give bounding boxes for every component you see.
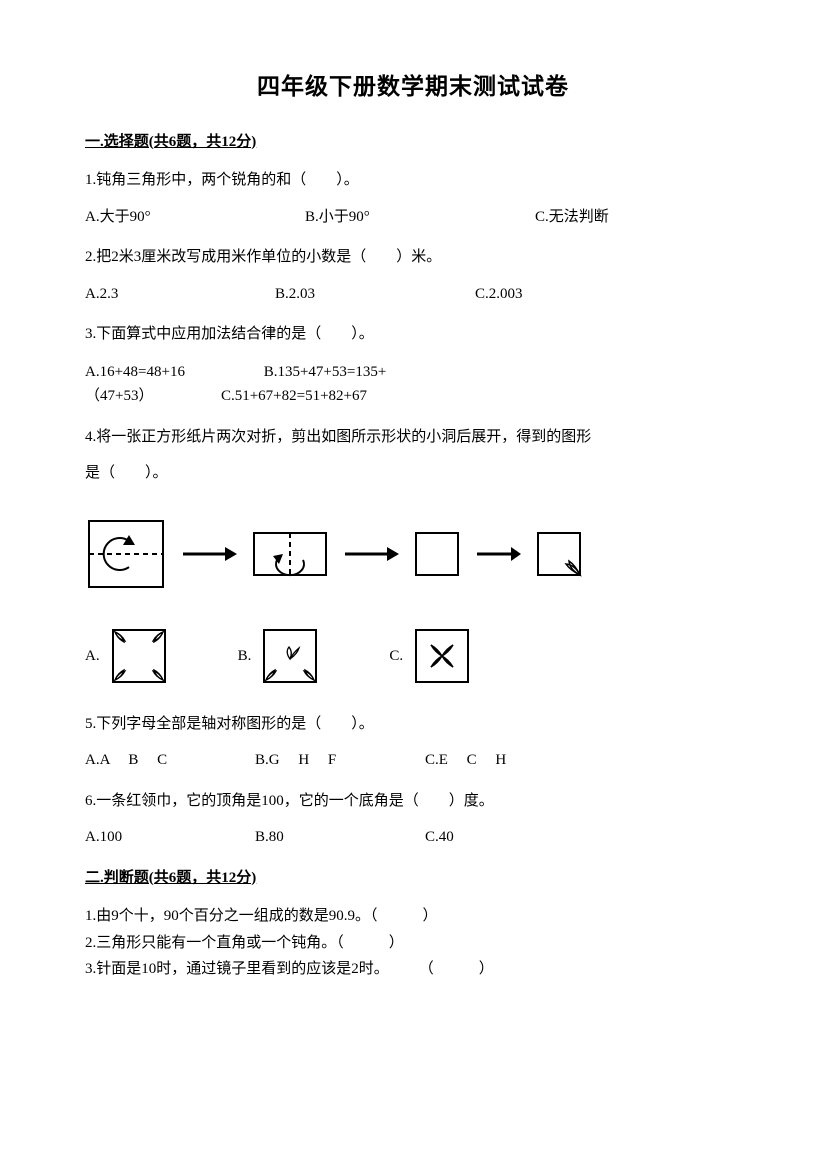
q4-opt-b-icon [261,627,319,685]
section-1-header: 一.选择题(共6题，共12分) [85,131,741,154]
question-6: 6.一条红领巾，它的顶角是100，它的一个底角是（ ）度。 A.100 B.80… [85,790,741,849]
question-3: 3.下面算式中应用加法结合律的是（ ）。 A.16+48=48+16 B.135… [85,323,741,408]
q2-text: 2.把2米3厘米改写成用米作单位的小数是（ ）米。 [85,246,741,269]
q3-options: A.16+48=48+16 B.135+47+53=135+ （47+53） C… [85,360,741,408]
q1-opt-a: A.大于90° [85,206,305,229]
q4-opt-c-icon [413,627,471,685]
q1-text: 1.钝角三角形中，两个锐角的和（ ）。 [85,169,741,192]
fold-step-3-icon [413,530,461,578]
q6-opt-b: B.80 [255,826,425,849]
tf-2: 2.三角形只能有一个直角或一个钝角。（ ） [85,932,741,955]
q4-opt-a: A. [85,627,168,685]
q4-options: A. B. [85,627,741,685]
q1-opt-c: C.无法判断 [535,206,685,229]
q4-text1: 4.将一张正方形纸片两次对折，剪出如图所示形状的小洞后展开，得到的图形 [85,426,741,449]
q4-folding-diagram [85,517,741,591]
q4-opt-c: C. [389,627,471,685]
q1-options: A.大于90° B.小于90° C.无法判断 [85,206,741,229]
q6-text: 6.一条红领巾，它的顶角是100，它的一个底角是（ ）度。 [85,790,741,813]
fold-step-4-icon [535,530,583,578]
q3-text: 3.下面算式中应用加法结合律的是（ ）。 [85,323,741,346]
q2-options: A.2.3 B.2.03 C.2.003 [85,283,741,306]
question-2: 2.把2米3厘米改写成用米作单位的小数是（ ）米。 A.2.3 B.2.03 C… [85,246,741,305]
q4-opt-b-label: B. [238,627,252,668]
q4-opt-a-icon [110,627,168,685]
q4-opt-a-label: A. [85,627,100,668]
q1-opt-b: B.小于90° [305,206,535,229]
arrow-icon [343,544,399,564]
fold-step-2-icon [251,530,329,578]
q2-opt-c: C.2.003 [475,283,625,306]
q5-opt-a: A.A B C [85,749,255,772]
q3-line1: A.16+48=48+16 B.135+47+53=135+ [85,360,741,384]
q4-opt-c-label: C. [389,627,403,668]
q6-opt-c: C.40 [425,826,595,849]
q6-options: A.100 B.80 C.40 [85,826,741,849]
section-2-header: 二.判断题(共6题，共12分) [85,867,741,890]
fold-step-1-icon [85,517,167,591]
question-4: 4.将一张正方形纸片两次对折，剪出如图所示形状的小洞后展开，得到的图形 是（ ）… [85,426,741,685]
question-5: 5.下列字母全部是轴对称图形的是（ ）。 A.A B C B.G H F C.E… [85,713,741,772]
q3-line2: （47+53） C.51+67+82=51+82+67 [85,384,741,408]
q6-opt-a: A.100 [85,826,255,849]
q5-opt-b: B.G H F [255,749,425,772]
q5-text: 5.下列字母全部是轴对称图形的是（ ）。 [85,713,741,736]
tf-1: 1.由9个十，90个百分之一组成的数是90.9。（ ） [85,905,741,928]
tf-3: 3.针面是10时，通过镜子里看到的应该是2时。 （ ） [85,958,741,981]
page-title: 四年级下册数学期末测试试卷 [85,70,741,105]
q4-opt-b: B. [238,627,320,685]
arrow-icon [181,544,237,564]
question-1: 1.钝角三角形中，两个锐角的和（ ）。 A.大于90° B.小于90° C.无法… [85,169,741,228]
arrow-icon [475,544,521,564]
q2-opt-a: A.2.3 [85,283,275,306]
q5-opt-c: C.E C H [425,749,595,772]
q4-text2: 是（ ）。 [85,462,741,485]
q5-options: A.A B C B.G H F C.E C H [85,749,741,772]
q2-opt-b: B.2.03 [275,283,475,306]
